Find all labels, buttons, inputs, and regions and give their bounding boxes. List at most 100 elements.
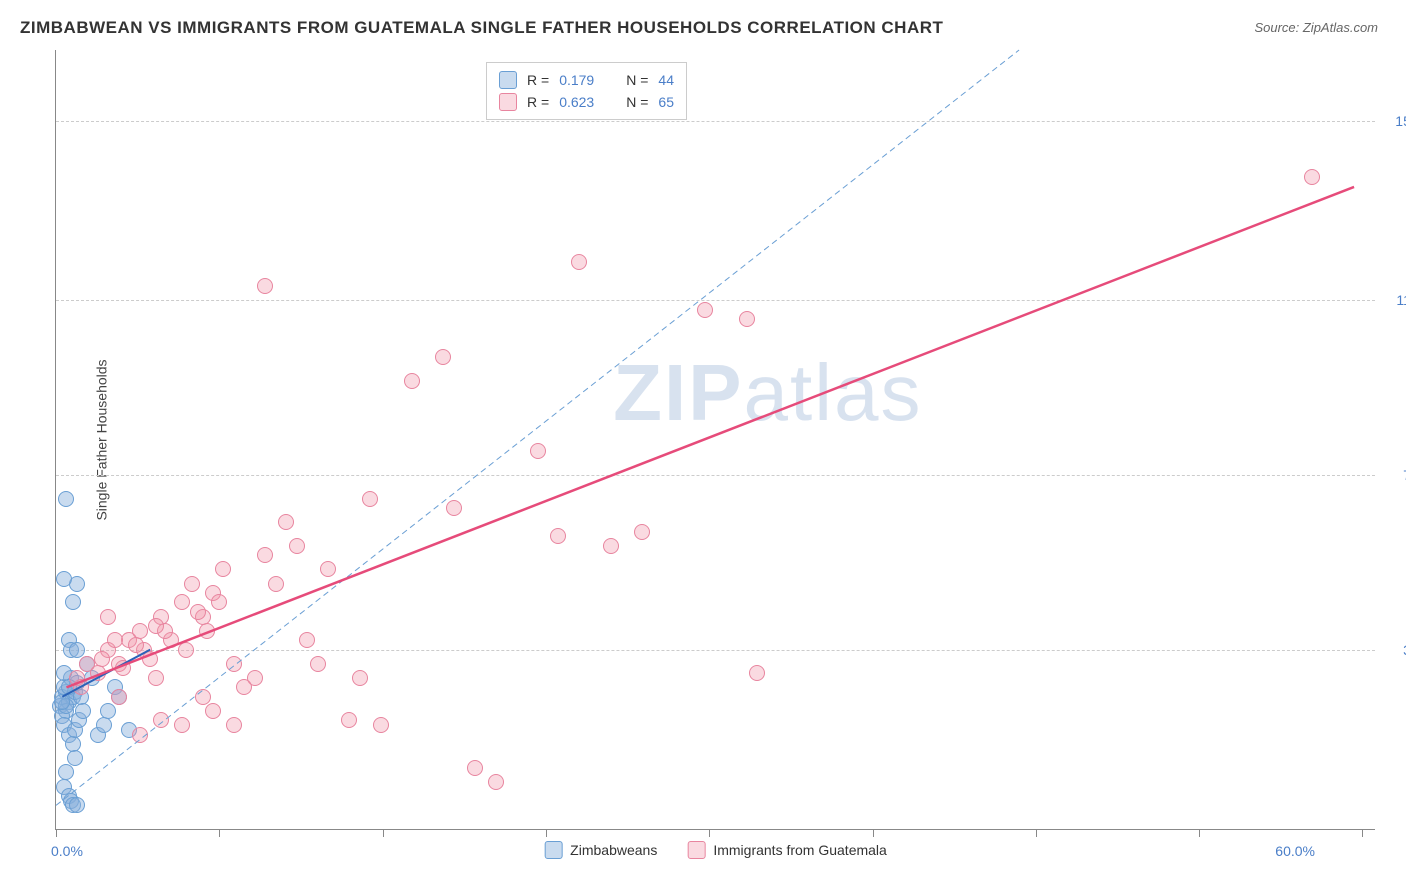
scatter-point [199, 623, 215, 639]
legend-row-pink: R = 0.623 N = 65 [499, 91, 674, 113]
legend-r-label: R = [527, 72, 549, 88]
scatter-point [100, 609, 116, 625]
scatter-point [100, 703, 116, 719]
legend-r-value: 0.623 [559, 94, 594, 110]
x-tick [873, 829, 874, 837]
scatter-point [211, 594, 227, 610]
scatter-point [226, 717, 242, 733]
scatter-point [132, 727, 148, 743]
legend-label: Immigrants from Guatemala [713, 842, 887, 858]
scatter-point [111, 689, 127, 705]
scatter-point [550, 528, 566, 544]
scatter-point [148, 670, 164, 686]
scatter-point [90, 665, 106, 681]
legend-n-label: N = [626, 94, 648, 110]
legend-item-guatemala: Immigrants from Guatemala [687, 841, 887, 859]
scatter-point [749, 665, 765, 681]
scatter-point [320, 561, 336, 577]
scatter-point [446, 500, 462, 516]
scatter-point [58, 491, 74, 507]
scatter-point [299, 632, 315, 648]
scatter-point [697, 302, 713, 318]
chart-area: ZIPatlas Single Father Households R = 0.… [55, 50, 1375, 830]
scatter-point [94, 651, 110, 667]
scatter-point [1304, 169, 1320, 185]
scatter-point [634, 524, 650, 540]
scatter-point [215, 561, 231, 577]
scatter-point [69, 797, 85, 813]
legend-r-value: 0.179 [559, 72, 594, 88]
scatter-point [184, 576, 200, 592]
y-tick-label: 11.2% [1396, 292, 1406, 308]
legend-row-blue: R = 0.179 N = 44 [499, 69, 674, 91]
scatter-point [257, 547, 273, 563]
x-tick [56, 829, 57, 837]
scatter-point [236, 679, 252, 695]
gridline [56, 300, 1375, 301]
scatter-point [739, 311, 755, 327]
regression-lines [56, 50, 1375, 829]
legend-label: Zimbabweans [570, 842, 657, 858]
scatter-point [56, 571, 72, 587]
scatter-point [174, 717, 190, 733]
scatter-point [257, 278, 273, 294]
legend-n-value: 65 [658, 94, 674, 110]
legend-r-label: R = [527, 94, 549, 110]
plot-region: Single Father Households R = 0.179 N = 4… [55, 50, 1375, 830]
scatter-point [467, 760, 483, 776]
x-axis-min-label: 0.0% [51, 843, 83, 859]
legend-item-zimbabweans: Zimbabweans [544, 841, 657, 859]
x-tick [709, 829, 710, 837]
x-tick [383, 829, 384, 837]
legend-n-label: N = [626, 72, 648, 88]
correlation-legend: R = 0.179 N = 44 R = 0.623 N = 65 [486, 62, 687, 120]
scatter-point [69, 642, 85, 658]
swatch-blue-icon [499, 71, 517, 89]
scatter-point [278, 514, 294, 530]
scatter-point [352, 670, 368, 686]
x-tick [1362, 829, 1363, 837]
scatter-point [65, 594, 81, 610]
scatter-point [153, 712, 169, 728]
scatter-point [488, 774, 504, 790]
scatter-point [404, 373, 420, 389]
scatter-point [310, 656, 326, 672]
scatter-point [362, 491, 378, 507]
scatter-point [205, 703, 221, 719]
scatter-point [73, 679, 89, 695]
scatter-point [341, 712, 357, 728]
scatter-point [96, 717, 112, 733]
gridline [56, 650, 1375, 651]
scatter-point [75, 703, 91, 719]
scatter-point [530, 443, 546, 459]
x-tick [1036, 829, 1037, 837]
scatter-point [107, 632, 123, 648]
scatter-point [54, 694, 70, 710]
scatter-point [178, 642, 194, 658]
scatter-point [435, 349, 451, 365]
x-tick [219, 829, 220, 837]
chart-title: ZIMBABWEAN VS IMMIGRANTS FROM GUATEMALA … [20, 18, 943, 38]
series-legend: Zimbabweans Immigrants from Guatemala [544, 841, 887, 859]
swatch-blue-icon [544, 841, 562, 859]
legend-n-value: 44 [658, 72, 674, 88]
x-tick [546, 829, 547, 837]
y-axis-title: Single Father Households [94, 359, 110, 520]
scatter-point [195, 689, 211, 705]
gridline [56, 475, 1375, 476]
scatter-point [268, 576, 284, 592]
source-attribution: Source: ZipAtlas.com [1254, 20, 1378, 35]
scatter-point [289, 538, 305, 554]
swatch-pink-icon [499, 93, 517, 111]
scatter-point [373, 717, 389, 733]
scatter-point [174, 594, 190, 610]
x-tick [1199, 829, 1200, 837]
swatch-pink-icon [687, 841, 705, 859]
scatter-point [128, 637, 144, 653]
scatter-point [67, 750, 83, 766]
x-axis-max-label: 60.0% [1275, 843, 1315, 859]
gridline [56, 121, 1375, 122]
scatter-point [115, 660, 131, 676]
scatter-point [190, 604, 206, 620]
scatter-point [226, 656, 242, 672]
